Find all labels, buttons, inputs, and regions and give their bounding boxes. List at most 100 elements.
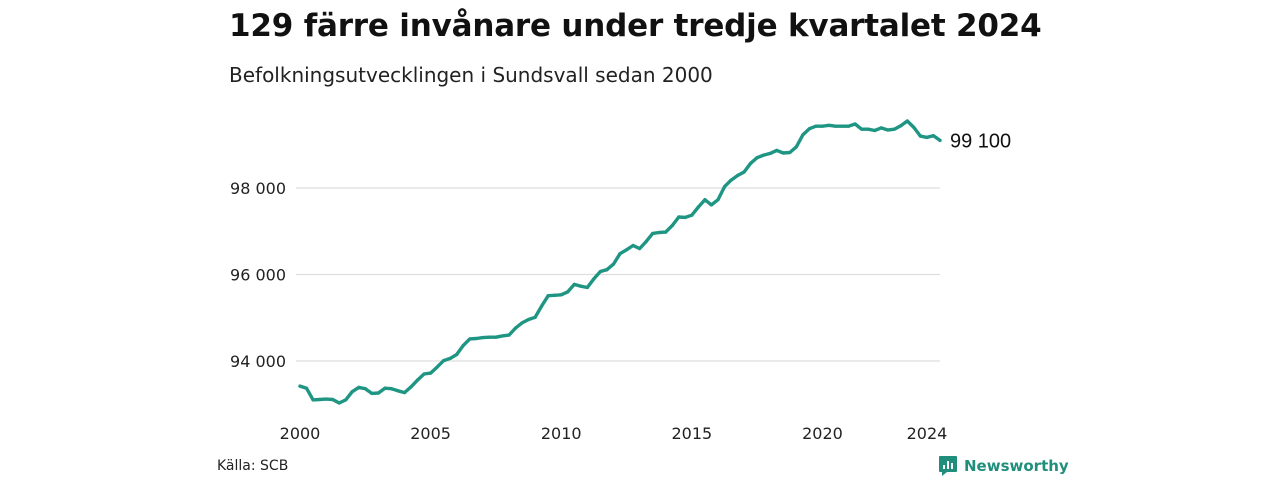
y-tick-label: 94 000 <box>230 352 286 371</box>
data-point <box>507 333 511 337</box>
data-point <box>853 122 857 126</box>
data-point <box>357 385 361 389</box>
data-point <box>513 326 518 330</box>
data-point <box>696 205 700 209</box>
data-point <box>435 365 439 369</box>
data-point <box>873 128 877 133</box>
data-point <box>729 178 733 182</box>
data-point <box>461 343 465 348</box>
data-point <box>481 336 485 340</box>
data-point <box>442 358 446 363</box>
chart-subtitle: Befolkningsutvecklingen i Sundsvall seda… <box>229 63 713 87</box>
data-point <box>415 378 420 382</box>
x-tick-label: 2015 <box>671 424 712 443</box>
data-point <box>918 134 923 138</box>
data-point <box>749 161 753 165</box>
data-point <box>820 124 825 128</box>
data-point <box>448 356 452 361</box>
data-point <box>389 387 394 391</box>
data-point <box>768 151 772 155</box>
data-point <box>801 133 805 137</box>
data-point <box>690 213 694 217</box>
data-point <box>331 397 335 402</box>
data-point <box>618 252 622 256</box>
data-point <box>703 198 707 202</box>
data-point <box>520 321 524 325</box>
data-point <box>866 127 870 131</box>
data-point <box>664 230 668 234</box>
data-point <box>311 398 315 402</box>
chart-title: 129 färre invånare under tredje kvartale… <box>229 8 1042 44</box>
x-tick-label: 2010 <box>541 424 582 443</box>
data-point <box>762 153 766 157</box>
x-axis: 2000 2005 2010 2015 2020 2024 <box>280 424 948 443</box>
data-point <box>500 334 505 338</box>
data-point <box>566 290 570 294</box>
data-point <box>546 294 550 298</box>
data-point <box>651 231 655 236</box>
data-point <box>670 224 674 228</box>
data-point <box>637 246 642 251</box>
data-point <box>317 397 322 402</box>
data-point <box>579 284 583 288</box>
data-point <box>487 335 491 339</box>
data-point <box>337 401 341 405</box>
data-point <box>598 269 603 274</box>
data-point <box>794 145 798 149</box>
data-point <box>611 262 616 266</box>
data-point <box>553 293 557 297</box>
data-point <box>722 185 727 189</box>
data-point <box>344 398 348 402</box>
data-point <box>533 315 537 319</box>
data-point <box>540 304 544 308</box>
data-point <box>827 123 831 127</box>
data-point <box>396 389 400 393</box>
data-point <box>931 134 936 138</box>
data-point <box>644 240 648 244</box>
data-point <box>429 371 433 375</box>
data-point <box>781 151 785 155</box>
data-point <box>683 215 687 220</box>
data-point <box>468 337 472 341</box>
y-axis: 94 000 96 000 98 000 <box>230 179 286 371</box>
data-point <box>755 156 759 160</box>
data-point <box>657 230 661 235</box>
data-point <box>350 390 354 394</box>
data-point <box>905 119 909 123</box>
brand-logo: Newsworthy <box>938 455 1069 477</box>
data-point <box>422 372 426 376</box>
x-tick-label: 2020 <box>802 424 843 443</box>
data-point <box>879 126 883 130</box>
data-point <box>376 391 380 395</box>
data-point <box>363 387 367 391</box>
data-point <box>892 127 896 131</box>
data-point <box>860 127 864 131</box>
source-note: Källa: SCB <box>217 458 289 474</box>
data-point <box>559 293 563 297</box>
data-point <box>788 150 792 155</box>
gridlines <box>296 187 940 362</box>
data-point <box>938 138 942 143</box>
data-point <box>304 386 309 390</box>
x-tick-label: 2024 <box>907 424 948 443</box>
data-point <box>814 124 818 128</box>
data-point <box>324 397 328 401</box>
data-point <box>526 317 531 322</box>
data-point <box>494 335 498 339</box>
data-point <box>716 198 720 202</box>
data-point <box>840 124 844 128</box>
data-point <box>899 124 903 128</box>
plot-area: 99 100 <box>298 119 1011 405</box>
data-point <box>925 135 929 139</box>
chart-logo-icon <box>939 456 957 476</box>
y-tick-label: 98 000 <box>230 179 286 198</box>
data-point <box>585 285 589 290</box>
y-tick-label: 96 000 <box>230 266 286 285</box>
data-point <box>709 203 714 207</box>
data-point <box>572 282 576 287</box>
brand-name: Newsworthy <box>964 457 1069 475</box>
data-point <box>631 243 635 248</box>
data-point <box>742 170 746 174</box>
data-point <box>370 391 374 396</box>
